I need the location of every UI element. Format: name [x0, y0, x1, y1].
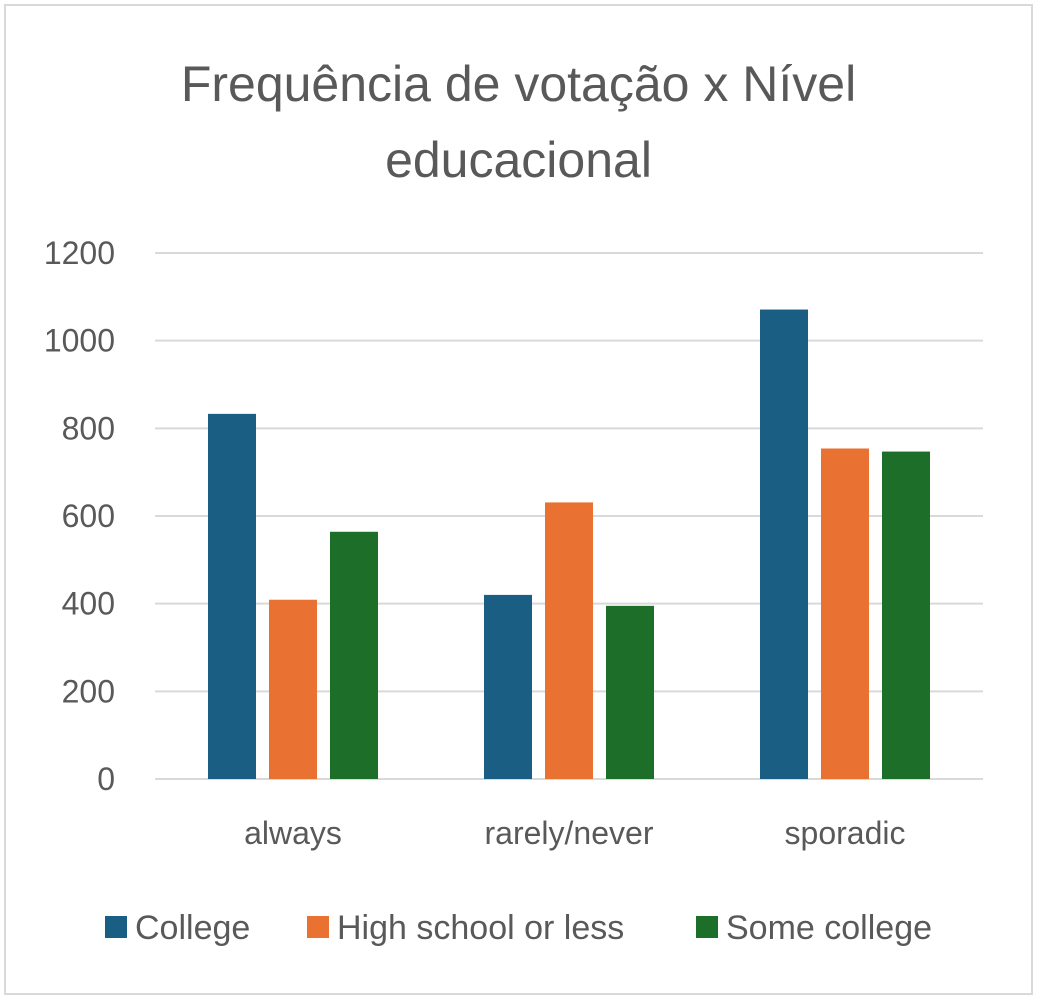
legend-label: High school or less	[337, 909, 624, 947]
bar-sporadic-some-college	[882, 451, 930, 779]
x-category-label: sporadic	[785, 815, 906, 851]
bar-sporadic-high-school-or-less	[821, 448, 869, 779]
bar-sporadic-college	[760, 309, 808, 779]
x-axis-category-labels: always rarely/never sporadic	[244, 815, 905, 851]
y-tick-label: 200	[62, 673, 115, 709]
legend-label: Some college	[726, 909, 932, 947]
legend-swatch	[105, 916, 127, 938]
bar-always-college	[208, 413, 256, 779]
y-tick-label: 400	[62, 586, 115, 622]
bar-rarely-never-college	[484, 594, 532, 779]
y-tick-label: 1200	[44, 235, 115, 271]
x-category-label: always	[244, 815, 342, 851]
x-category-label: rarely/never	[485, 815, 654, 851]
legend-label: College	[135, 909, 250, 947]
chart-title-line-1: Frequência de votação x Nível	[180, 56, 857, 112]
chart-title-line-2: educacional	[385, 132, 652, 188]
bars	[208, 309, 930, 779]
bar-rarely-never-some-college	[606, 605, 654, 779]
y-axis-tick-labels: 0 200 400 600 800 1000 1200	[44, 235, 115, 797]
chart-title: Frequência de votação x Nível educaciona…	[0, 46, 1037, 198]
y-tick-label: 1000	[44, 323, 115, 359]
bar-always-some-college	[330, 531, 378, 779]
bar-always-high-school-or-less	[269, 599, 317, 779]
y-tick-label: 800	[62, 410, 115, 446]
y-tick-label: 600	[62, 498, 115, 534]
legend-swatch	[696, 916, 718, 938]
y-tick-label: 0	[97, 761, 115, 797]
legend: College High school or less Some college	[105, 909, 932, 947]
bar-rarely-never-high-school-or-less	[545, 502, 593, 779]
legend-swatch	[307, 916, 329, 938]
